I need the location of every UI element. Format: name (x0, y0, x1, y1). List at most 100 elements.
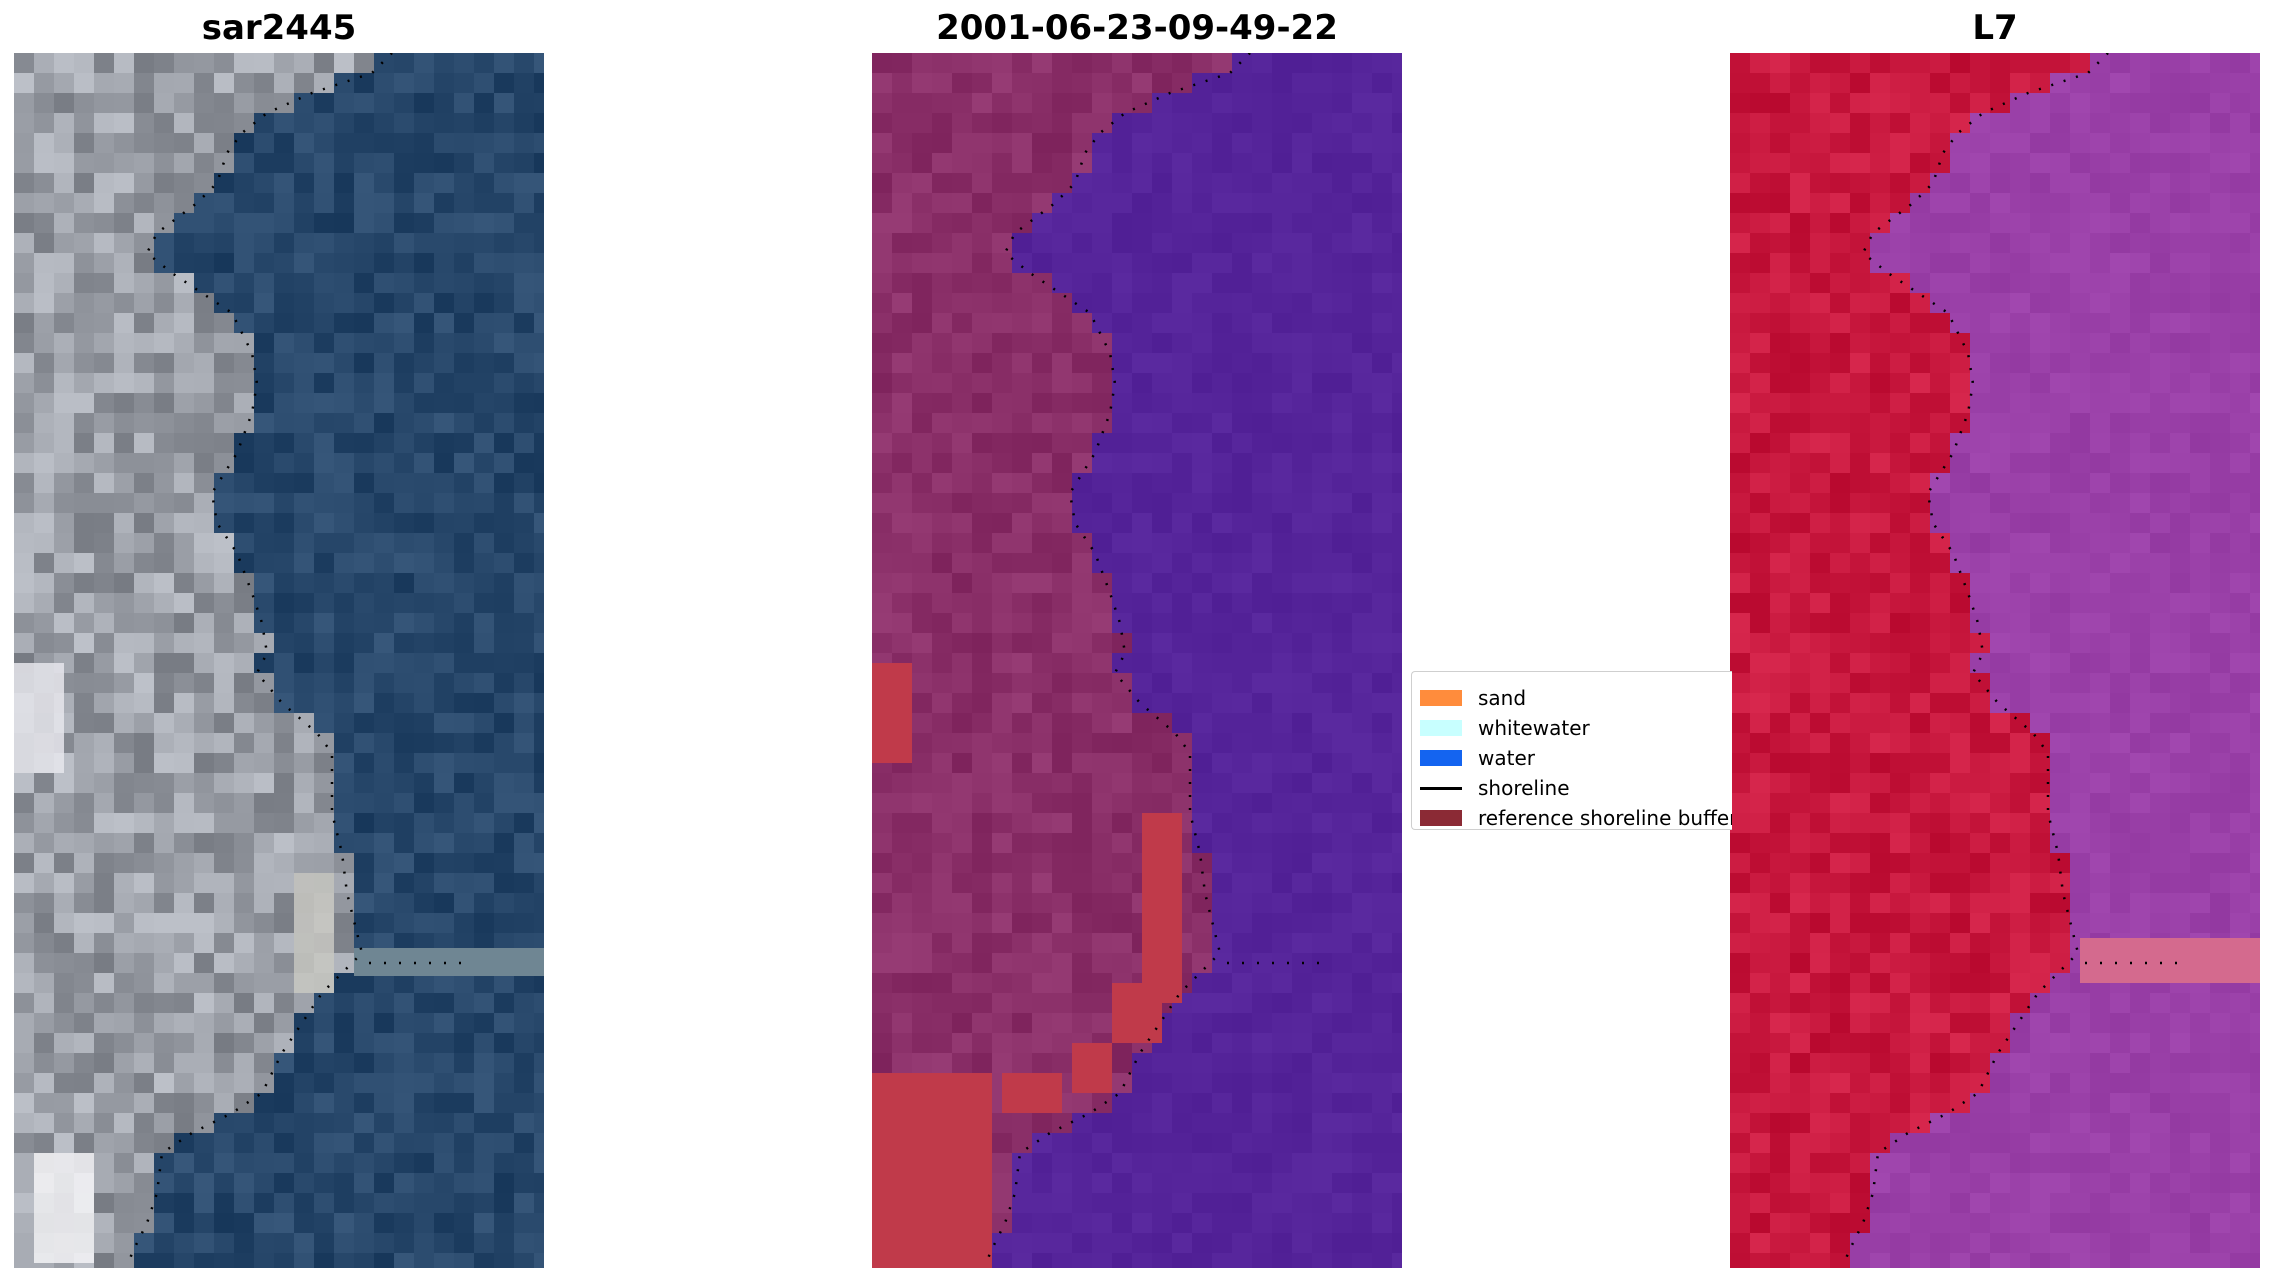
water-pixel (2170, 113, 2191, 134)
water-pixel (1292, 573, 1313, 594)
land-pixel (1930, 833, 1951, 854)
land-pixel (114, 793, 135, 814)
water-pixel (1192, 993, 1213, 1014)
land-pixel (154, 1033, 175, 1054)
water-pixel (1252, 213, 1273, 234)
water-pixel (1970, 113, 1991, 134)
land-pixel (14, 993, 35, 1014)
land-pixel (1072, 653, 1093, 674)
land-pixel (94, 53, 115, 74)
water-pixel (254, 1133, 275, 1154)
water-pixel (1372, 413, 1393, 434)
water-pixel (534, 393, 544, 414)
land-pixel (932, 733, 953, 754)
water-pixel (1292, 333, 1313, 354)
water-pixel (1272, 1253, 1293, 1268)
water-pixel (1890, 1253, 1911, 1268)
water-pixel (374, 513, 395, 534)
water-pixel (374, 1033, 395, 1054)
water-pixel (514, 93, 535, 114)
water-pixel (2210, 93, 2231, 114)
water-pixel (454, 733, 475, 754)
water-pixel (274, 1233, 295, 1254)
water-pixel (514, 373, 535, 394)
water-pixel (214, 1233, 235, 1254)
land-pixel (892, 193, 913, 214)
water-pixel (2110, 133, 2131, 154)
land-pixel (1730, 213, 1751, 234)
water-pixel (254, 1213, 275, 1234)
water-pixel (1970, 293, 1991, 314)
land-pixel (1990, 773, 2011, 794)
land-pixel (1990, 93, 2011, 114)
water-pixel (514, 873, 535, 894)
water-pixel (1112, 233, 1133, 254)
water-pixel (2110, 533, 2131, 554)
water-pixel (2050, 233, 2071, 254)
water-pixel (1212, 1253, 1233, 1268)
water-pixel (2210, 593, 2231, 614)
water-pixel (1990, 333, 2011, 354)
water-pixel (294, 273, 315, 294)
water-pixel (1272, 253, 1293, 274)
water-pixel (2110, 173, 2131, 194)
land-pixel (972, 153, 993, 174)
water-pixel (514, 53, 535, 74)
bright-patch (14, 663, 64, 773)
water-pixel (434, 833, 455, 854)
water-pixel (354, 153, 375, 174)
water-pixel (2130, 153, 2151, 174)
water-pixel (534, 1173, 544, 1194)
land-pixel (54, 873, 75, 894)
water-pixel (194, 1253, 215, 1268)
land-pixel (294, 993, 315, 1014)
water-pixel (1212, 813, 1233, 834)
land-pixel (1012, 1113, 1033, 1134)
water-pixel (1232, 73, 1253, 94)
water-pixel (1990, 693, 2011, 714)
water-pixel (534, 73, 544, 94)
water-pixel (254, 193, 275, 214)
land-pixel (1730, 233, 1751, 254)
water-pixel (2150, 253, 2171, 274)
land-pixel (932, 493, 953, 514)
water-pixel (1850, 1233, 1871, 1254)
water-pixel (2010, 613, 2031, 634)
land-pixel (1730, 733, 1751, 754)
water-pixel (1372, 833, 1393, 854)
land-pixel (1830, 613, 1851, 634)
land-pixel (34, 513, 55, 534)
water-pixel (1352, 453, 1373, 474)
land-pixel (194, 533, 215, 554)
land-pixel (2010, 73, 2031, 94)
land-pixel (334, 953, 355, 974)
water-pixel (294, 593, 315, 614)
land-pixel (1072, 993, 1093, 1014)
water-pixel (1332, 853, 1353, 874)
land-pixel (1072, 933, 1093, 954)
water-pixel (514, 293, 535, 314)
water-pixel (2150, 233, 2171, 254)
water-pixel (1970, 1213, 1991, 1234)
water-pixel (1252, 853, 1273, 874)
water-pixel (2250, 133, 2260, 154)
water-pixel (2210, 1233, 2231, 1254)
land-pixel (872, 113, 893, 134)
land-pixel (154, 173, 175, 194)
land-pixel (34, 633, 55, 654)
land-pixel (114, 1213, 135, 1234)
water-pixel (1192, 673, 1213, 694)
water-pixel (434, 1153, 455, 1174)
land-pixel (1850, 373, 1871, 394)
land-pixel (114, 633, 135, 654)
water-pixel (474, 413, 495, 434)
land-pixel (14, 213, 35, 234)
land-pixel (254, 753, 275, 774)
water-pixel (1012, 253, 1033, 274)
water-pixel (2230, 553, 2251, 574)
water-pixel (2190, 873, 2211, 894)
water-pixel (2170, 533, 2191, 554)
land-pixel (94, 573, 115, 594)
water-pixel (2130, 433, 2151, 454)
land-pixel (1072, 633, 1093, 654)
